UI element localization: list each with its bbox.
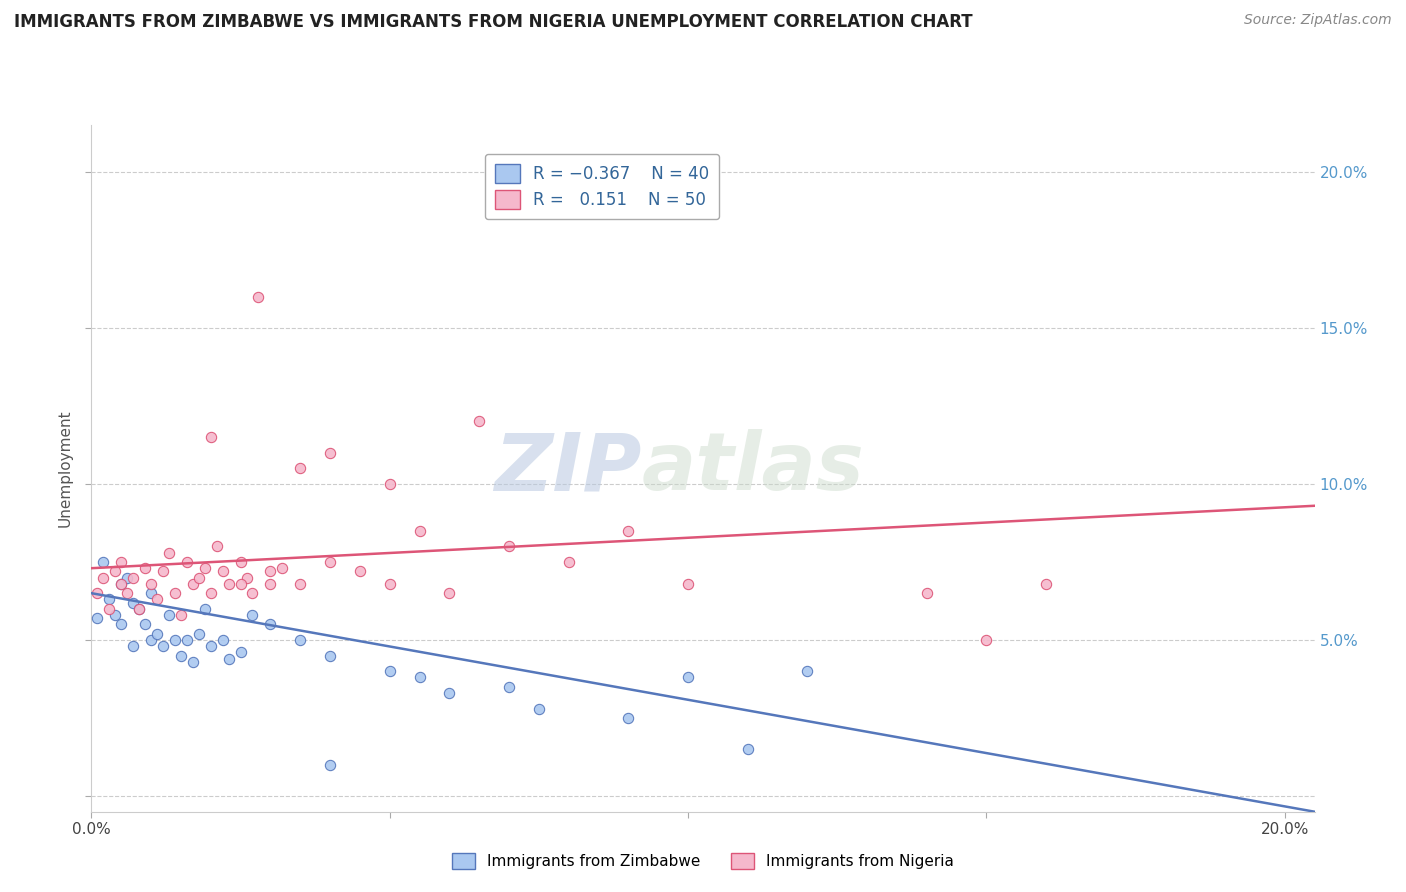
- Point: [319, 555, 342, 569]
- Point: [271, 561, 294, 575]
- Point: [259, 576, 281, 591]
- Point: [229, 646, 252, 660]
- Point: [115, 571, 138, 585]
- Point: [170, 648, 193, 663]
- Point: [139, 633, 162, 648]
- Point: [91, 555, 114, 569]
- Point: [439, 686, 461, 700]
- Point: [104, 608, 127, 623]
- Point: [200, 639, 222, 653]
- Point: [1035, 576, 1057, 591]
- Point: [152, 639, 174, 653]
- Point: [176, 633, 198, 648]
- Point: [104, 564, 127, 578]
- Point: [128, 601, 150, 615]
- Point: [218, 576, 240, 591]
- Point: [146, 626, 169, 640]
- Point: [408, 524, 430, 538]
- Point: [290, 461, 312, 475]
- Point: [98, 601, 121, 615]
- Point: [98, 592, 121, 607]
- Point: [134, 617, 156, 632]
- Point: [558, 555, 581, 569]
- Point: [187, 571, 209, 585]
- Point: [247, 289, 270, 303]
- Point: [235, 571, 257, 585]
- Point: [181, 576, 204, 591]
- Text: Source: ZipAtlas.com: Source: ZipAtlas.com: [1244, 13, 1392, 28]
- Point: [86, 611, 108, 625]
- Point: [134, 561, 156, 575]
- Point: [408, 671, 430, 685]
- Point: [170, 608, 193, 623]
- Point: [205, 539, 228, 553]
- Text: IMMIGRANTS FROM ZIMBABWE VS IMMIGRANTS FROM NIGERIA UNEMPLOYMENT CORRELATION CHA: IMMIGRANTS FROM ZIMBABWE VS IMMIGRANTS F…: [14, 13, 973, 31]
- Point: [152, 564, 174, 578]
- Point: [676, 671, 699, 685]
- Point: [91, 571, 114, 585]
- Point: [122, 571, 145, 585]
- Point: [498, 539, 520, 553]
- Point: [157, 545, 180, 560]
- Point: [211, 633, 233, 648]
- Point: [617, 524, 640, 538]
- Point: [115, 586, 138, 600]
- Point: [468, 414, 491, 428]
- Point: [229, 555, 252, 569]
- Point: [349, 564, 371, 578]
- Point: [176, 555, 198, 569]
- Text: atlas: atlas: [643, 429, 865, 508]
- Point: [439, 586, 461, 600]
- Point: [290, 576, 312, 591]
- Point: [498, 680, 520, 694]
- Point: [139, 586, 162, 600]
- Point: [110, 576, 132, 591]
- Point: [139, 576, 162, 591]
- Point: [378, 664, 401, 678]
- Point: [259, 564, 281, 578]
- Point: [122, 639, 145, 653]
- Point: [200, 586, 222, 600]
- Text: ZIP: ZIP: [495, 429, 643, 508]
- Y-axis label: Unemployment: Unemployment: [58, 409, 73, 527]
- Point: [163, 633, 186, 648]
- Point: [527, 701, 550, 715]
- Point: [211, 564, 233, 578]
- Point: [200, 430, 222, 444]
- Point: [290, 633, 312, 648]
- Point: [218, 651, 240, 665]
- Point: [319, 648, 342, 663]
- Point: [617, 711, 640, 725]
- Legend: Immigrants from Zimbabwe, Immigrants from Nigeria: Immigrants from Zimbabwe, Immigrants fro…: [446, 847, 960, 875]
- Point: [229, 576, 252, 591]
- Point: [319, 757, 342, 772]
- Point: [181, 655, 204, 669]
- Legend: R = −0.367    N = 40, R =   0.151    N = 50: R = −0.367 N = 40, R = 0.151 N = 50: [485, 153, 720, 219]
- Point: [796, 664, 818, 678]
- Point: [110, 555, 132, 569]
- Point: [976, 633, 998, 648]
- Point: [378, 576, 401, 591]
- Point: [242, 608, 264, 623]
- Point: [110, 617, 132, 632]
- Point: [242, 586, 264, 600]
- Point: [128, 601, 150, 615]
- Point: [378, 476, 401, 491]
- Point: [676, 576, 699, 591]
- Point: [259, 617, 281, 632]
- Point: [915, 586, 938, 600]
- Point: [319, 445, 342, 460]
- Point: [86, 586, 108, 600]
- Point: [187, 626, 209, 640]
- Point: [194, 561, 217, 575]
- Point: [122, 596, 145, 610]
- Point: [110, 576, 132, 591]
- Point: [163, 586, 186, 600]
- Point: [737, 742, 759, 756]
- Point: [146, 592, 169, 607]
- Point: [194, 601, 217, 615]
- Point: [157, 608, 180, 623]
